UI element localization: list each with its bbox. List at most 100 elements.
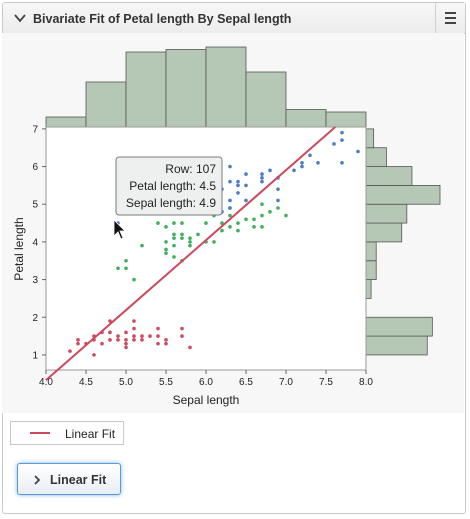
- data-point[interactable]: [164, 247, 168, 252]
- data-point[interactable]: [156, 221, 160, 225]
- data-point[interactable]: [236, 179, 240, 184]
- data-point[interactable]: [228, 206, 232, 210]
- data-point[interactable]: [316, 160, 320, 165]
- data-point[interactable]: [188, 236, 192, 240]
- data-point[interactable]: [292, 168, 296, 173]
- data-point[interactable]: [332, 142, 336, 146]
- data-point[interactable]: [228, 164, 232, 169]
- data-point[interactable]: [124, 341, 128, 346]
- report-header[interactable]: Bivariate Fit of Petal length By Sepal l…: [3, 3, 465, 34]
- data-point[interactable]: [228, 225, 232, 229]
- data-point[interactable]: [300, 160, 304, 165]
- data-point[interactable]: [236, 183, 240, 188]
- data-point[interactable]: [164, 341, 168, 346]
- data-point[interactable]: [220, 228, 224, 233]
- data-point[interactable]: [252, 225, 256, 229]
- data-point[interactable]: [228, 213, 232, 218]
- data-point[interactable]: [164, 338, 168, 342]
- data-point[interactable]: [108, 319, 112, 323]
- data-point[interactable]: [244, 217, 248, 222]
- data-point[interactable]: [196, 232, 200, 237]
- data-point[interactable]: [260, 202, 264, 207]
- chevron-down-icon[interactable]: [13, 11, 27, 25]
- data-point[interactable]: [188, 240, 192, 244]
- data-point[interactable]: [268, 168, 272, 173]
- hamburger-menu-icon[interactable]: [435, 3, 465, 33]
- data-point[interactable]: [116, 334, 120, 338]
- data-point[interactable]: [260, 172, 264, 176]
- data-point[interactable]: [100, 341, 104, 346]
- data-point[interactable]: [124, 338, 128, 342]
- data-point[interactable]: [124, 266, 128, 271]
- data-point[interactable]: [76, 338, 80, 342]
- data-point[interactable]: [164, 251, 168, 256]
- data-point[interactable]: [180, 221, 184, 225]
- data-point[interactable]: [180, 232, 184, 237]
- data-point[interactable]: [156, 326, 160, 331]
- data-point[interactable]: [236, 191, 240, 195]
- data-point[interactable]: [260, 179, 264, 184]
- data-point[interactable]: [132, 326, 136, 331]
- data-point[interactable]: [180, 326, 184, 331]
- data-point[interactable]: [132, 338, 136, 342]
- data-point[interactable]: [228, 179, 232, 184]
- data-point[interactable]: [260, 225, 264, 229]
- data-point[interactable]: [276, 198, 280, 203]
- data-point[interactable]: [260, 213, 264, 218]
- data-point[interactable]: [236, 228, 240, 233]
- data-point[interactable]: [356, 149, 360, 154]
- data-point[interactable]: [172, 236, 176, 240]
- data-point[interactable]: [148, 334, 152, 338]
- scatter-points[interactable]: [68, 130, 360, 357]
- data-point[interactable]: [164, 225, 168, 229]
- data-point[interactable]: [116, 338, 120, 342]
- data-point[interactable]: [68, 349, 72, 353]
- data-point[interactable]: [308, 153, 312, 158]
- data-point[interactable]: [188, 345, 192, 350]
- data-point[interactable]: [108, 338, 112, 342]
- data-point[interactable]: [204, 221, 208, 225]
- data-point[interactable]: [124, 345, 128, 350]
- data-point[interactable]: [260, 176, 264, 180]
- data-point[interactable]: [140, 334, 144, 338]
- data-point[interactable]: [284, 213, 288, 218]
- data-point[interactable]: [172, 243, 176, 248]
- data-point[interactable]: [156, 334, 160, 338]
- data-point[interactable]: [340, 130, 344, 135]
- data-point[interactable]: [276, 187, 280, 191]
- data-point[interactable]: [124, 258, 128, 263]
- data-point[interactable]: [108, 330, 112, 335]
- linear-fit-line[interactable]: [45, 126, 336, 381]
- data-point[interactable]: [140, 243, 144, 248]
- data-point[interactable]: [228, 198, 232, 203]
- data-point[interactable]: [76, 341, 80, 346]
- data-point[interactable]: [340, 138, 344, 142]
- data-point[interactable]: [340, 160, 344, 165]
- data-point[interactable]: [300, 164, 304, 169]
- data-point[interactable]: [236, 221, 240, 225]
- data-point[interactable]: [212, 240, 216, 244]
- data-point[interactable]: [244, 183, 248, 188]
- data-point[interactable]: [140, 338, 144, 342]
- data-point[interactable]: [132, 277, 136, 282]
- data-point[interactable]: [252, 217, 256, 222]
- data-point[interactable]: [180, 236, 184, 240]
- data-point[interactable]: [132, 334, 136, 338]
- data-point[interactable]: [180, 334, 184, 338]
- data-point[interactable]: [276, 206, 280, 210]
- data-point[interactable]: [244, 172, 248, 176]
- data-point[interactable]: [164, 240, 168, 244]
- data-point[interactable]: [268, 209, 272, 214]
- data-point[interactable]: [124, 330, 128, 335]
- data-point[interactable]: [172, 255, 176, 259]
- data-point[interactable]: [244, 198, 248, 203]
- data-point[interactable]: [172, 221, 176, 225]
- data-point[interactable]: [188, 243, 192, 248]
- linear-fit-report-button[interactable]: Linear Fit: [17, 463, 121, 495]
- data-point[interactable]: [172, 232, 176, 237]
- data-point[interactable]: [92, 353, 96, 357]
- data-point[interactable]: [156, 341, 160, 346]
- data-point[interactable]: [220, 221, 224, 225]
- data-point[interactable]: [132, 319, 136, 323]
- data-point[interactable]: [116, 266, 120, 271]
